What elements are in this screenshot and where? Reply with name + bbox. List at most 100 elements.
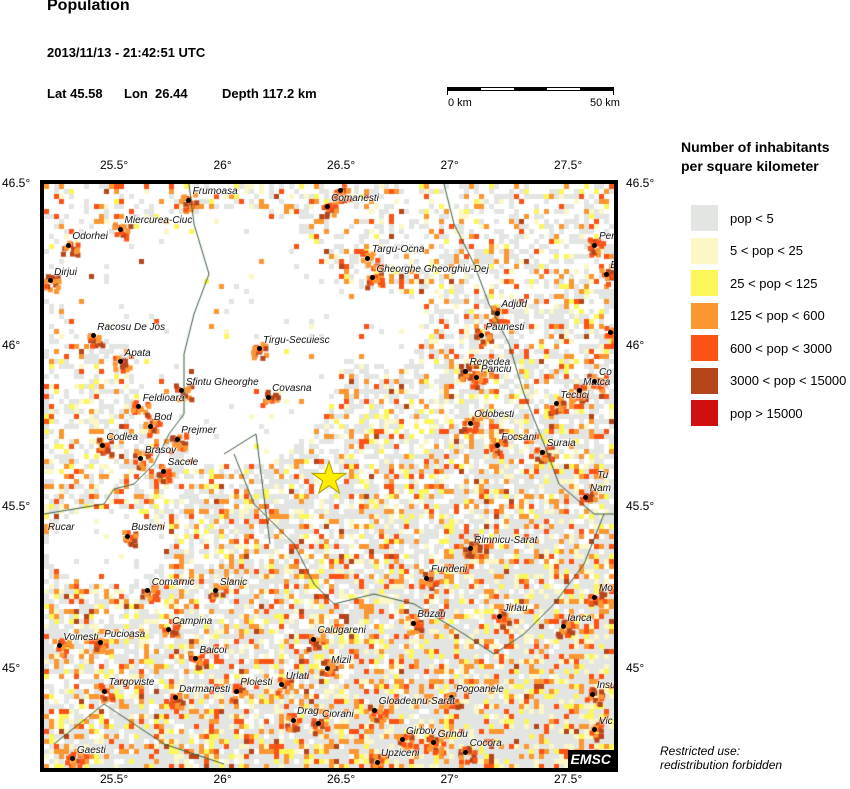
- legend-swatch: [691, 237, 718, 264]
- city-dot: [540, 449, 546, 455]
- legend-swatch: [691, 335, 718, 361]
- city-dot: [449, 695, 455, 701]
- lon-tick-label-bottom: 27.5°: [554, 772, 583, 786]
- legend-swatch: [691, 270, 718, 296]
- legend-item: 5 < pop < 25: [691, 237, 804, 264]
- city-label: Fundeni: [430, 564, 468, 576]
- city-dot: [424, 575, 430, 581]
- city-dot: [56, 643, 62, 649]
- city-label: Upziceni: [381, 748, 420, 760]
- city-label: Suraia: [546, 438, 576, 450]
- depth-label: Depth 117.2 km: [222, 86, 317, 101]
- lon-tick-label-bottom: 26.5°: [327, 772, 356, 786]
- city-label: Racosu De Jos: [97, 321, 166, 333]
- city-dot: [161, 468, 167, 474]
- map-frame: [40, 180, 618, 772]
- city-dot: [145, 588, 151, 594]
- city-label: Tirgu-Secuiesc: [263, 334, 330, 346]
- legend-label: 125 < pop < 600: [730, 308, 825, 323]
- city-dot: [324, 204, 330, 210]
- city-label: Drag: [297, 706, 319, 718]
- lon-tick-label-top: 27°: [440, 158, 459, 172]
- emsc-logo: EMSC: [567, 750, 614, 768]
- city-label: Grindu: [437, 728, 468, 740]
- city-label: Sfintu Gheorghe: [185, 376, 259, 388]
- city-label: Mo: [598, 583, 613, 595]
- city-dot: [213, 588, 219, 594]
- city-dot: [279, 682, 285, 688]
- city-label: Sacele: [167, 457, 199, 469]
- legend-title: Number of inhabitants per square kilomet…: [681, 138, 830, 176]
- legend-label: 3000 < pop < 15000: [730, 373, 847, 388]
- lon-tick-label-bottom: 26°: [213, 772, 232, 786]
- city-dot: [172, 695, 178, 701]
- city-label: Focsani: [501, 431, 537, 443]
- city-label: Targu-Ocna: [371, 244, 425, 256]
- city-dot: [603, 271, 609, 277]
- city-dot: [463, 368, 469, 374]
- city-dot: [590, 691, 596, 697]
- city-dot: [315, 720, 321, 726]
- city-dot: [310, 636, 316, 642]
- lon-tick-label-top: 27.5°: [554, 158, 583, 172]
- lon-tick-label-top: 25.5°: [100, 158, 129, 172]
- city-dot: [592, 378, 598, 384]
- city-dot: [478, 333, 484, 339]
- event-datetime: 2013/11/13 - 21:42:51 UTC: [47, 45, 206, 60]
- city-label: Gheorghe Gheorghiu-Dej: [376, 263, 489, 275]
- legend-label: 5 < pop < 25: [730, 243, 804, 258]
- star-icon: ★: [309, 454, 349, 504]
- city-dot: [136, 404, 142, 410]
- legend-item: 125 < pop < 600: [691, 302, 825, 329]
- city-label: Ianca: [567, 612, 592, 624]
- city-label: Slanic: [219, 576, 248, 588]
- city-dot: [497, 614, 503, 620]
- city-dot: [70, 756, 76, 762]
- city-dot: [467, 546, 473, 552]
- city-dot: [583, 494, 589, 500]
- city-dot: [608, 330, 614, 336]
- city-dot: [90, 333, 96, 339]
- city-label: Frumoasa: [192, 186, 238, 198]
- city-label: Ploiesti: [240, 677, 273, 689]
- city-dot: [592, 727, 598, 733]
- city-dot: [192, 656, 198, 662]
- city-dot: [138, 456, 144, 462]
- city-dot: [410, 620, 416, 626]
- lon-tick-label-bottom: 25.5°: [100, 772, 129, 786]
- city-dot: [494, 443, 500, 449]
- city-label: Repedea: [469, 357, 511, 369]
- city-label: Urlati: [285, 670, 310, 682]
- city-dot: [592, 242, 598, 248]
- city-label: Voinesti: [63, 631, 99, 643]
- lat-tick-label-left: 45.5°: [2, 499, 31, 513]
- city-label: Girbov: [406, 725, 436, 737]
- longitude-label: Lon 26.44: [124, 86, 188, 101]
- city-label: Vic: [598, 715, 613, 727]
- city-label: Darmanesti: [179, 683, 231, 695]
- lon-tick-label-bottom: 27°: [440, 772, 459, 786]
- city-dot: [65, 242, 71, 248]
- lat-tick-label-right: 46°: [626, 337, 645, 352]
- latitude-label: Lat 45.58: [47, 86, 103, 101]
- lon-tick-label-top: 26.5°: [327, 158, 356, 172]
- city-dot: [365, 255, 371, 261]
- city-label: Dirjui: [54, 266, 77, 278]
- city-dot: [290, 717, 296, 723]
- city-label: Busteni: [131, 522, 165, 534]
- city-dot: [174, 436, 180, 442]
- city-label: Gaesti: [76, 744, 106, 756]
- city-dot: [99, 443, 105, 449]
- city-dot: [47, 278, 53, 284]
- city-dot: [233, 688, 239, 694]
- city-dot: [324, 666, 330, 671]
- city-label: Moinesti: [345, 184, 382, 187]
- city-label: Pucioasa: [104, 628, 146, 640]
- city-label: Codlea: [106, 431, 139, 443]
- city-label: Ciorani: [322, 709, 354, 721]
- scale-end-label: 50 km: [590, 97, 620, 109]
- legend-item: 25 < pop < 125: [691, 270, 817, 296]
- city-label: Rimnicu-Sarat: [474, 534, 538, 546]
- lat-tick-label-right: 45°: [626, 660, 645, 675]
- population-map[interactable]: Frumoasa Miercurea-Ciuc Odorhei Dirjui Racos…: [44, 184, 614, 768]
